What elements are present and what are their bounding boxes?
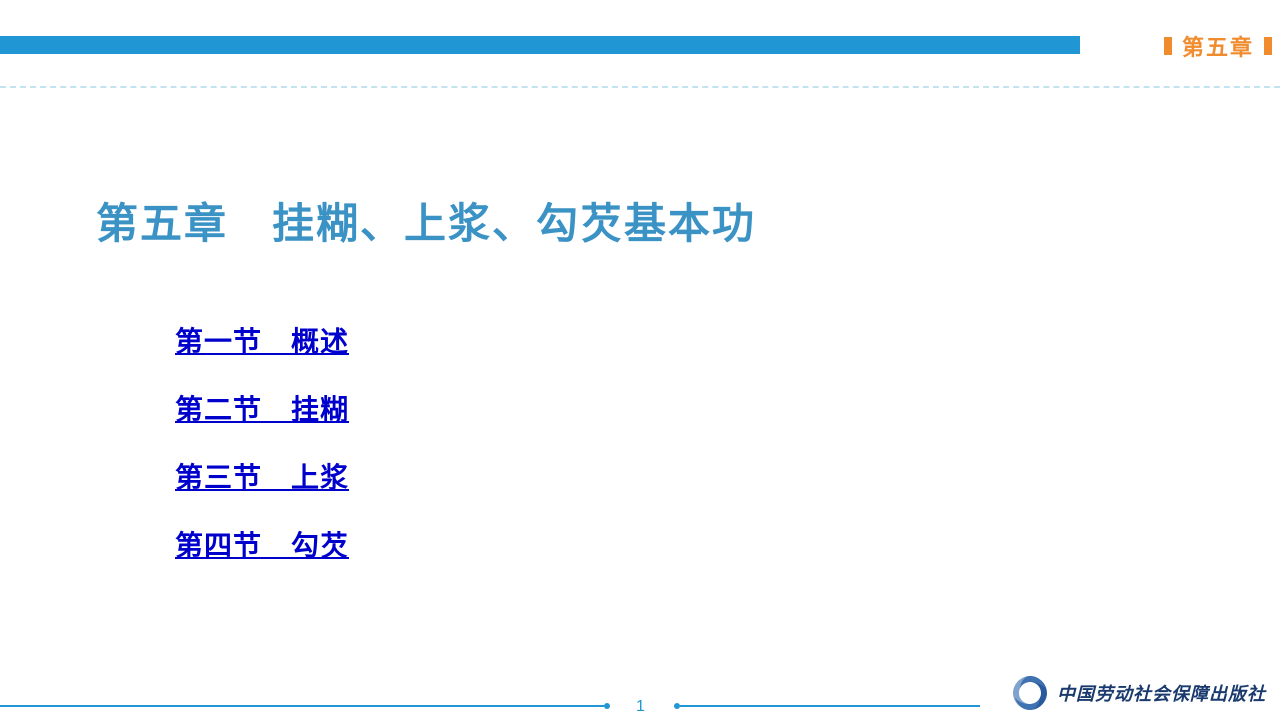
publisher-logo: 中国劳动社会保障出版社 [1009, 672, 1266, 714]
footer-dot-left [604, 703, 610, 709]
table-of-contents: 第一节 概述 第二节 挂糊 第三节 上浆 第四节 勾芡 [175, 320, 349, 592]
header-divider [0, 86, 1280, 88]
chapter-title: 第五章 挂糊、上浆、勾芡基本功 [96, 190, 756, 251]
toc-link-section-3[interactable]: 第三节 上浆 [175, 456, 349, 496]
chapter-badge: 第五章 [1164, 30, 1272, 62]
footer-line-right [680, 705, 980, 707]
footer-line-left [0, 705, 604, 707]
badge-bar-right [1264, 37, 1272, 55]
chapter-label: 第五章 [1182, 30, 1254, 62]
page-number: 1 [636, 698, 645, 716]
badge-bar-left [1164, 37, 1172, 55]
toc-link-section-1[interactable]: 第一节 概述 [175, 320, 349, 360]
top-accent-bar [0, 36, 1080, 54]
publisher-name: 中国劳动社会保障出版社 [1057, 680, 1266, 706]
swirl-icon [1009, 672, 1051, 714]
toc-link-section-2[interactable]: 第二节 挂糊 [175, 388, 349, 428]
toc-link-section-4[interactable]: 第四节 勾芡 [175, 524, 349, 564]
